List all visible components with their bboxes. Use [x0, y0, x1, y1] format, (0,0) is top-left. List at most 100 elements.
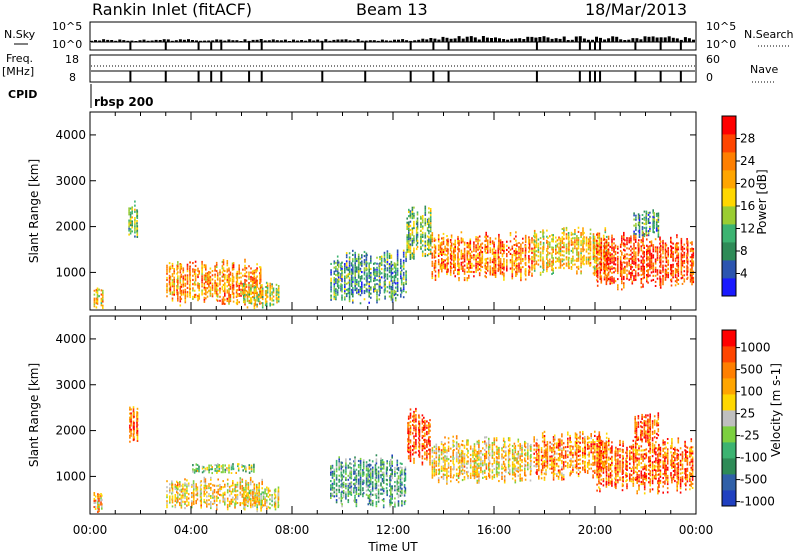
nsky-bar [643, 36, 647, 42]
scatter-cell [646, 255, 648, 258]
scatter-cell [129, 215, 132, 218]
scatter-cell [680, 256, 683, 259]
scatter-cell [580, 250, 582, 253]
scatter-cell [429, 208, 432, 210]
scatter-cell [386, 275, 389, 278]
scatter-cell [224, 302, 226, 305]
scatter-cell [352, 301, 354, 304]
scatter-cell [556, 257, 559, 260]
scatter-cell [238, 288, 240, 291]
scatter-cell [354, 262, 356, 265]
scatter-cell [691, 262, 693, 265]
scatter-cell [634, 278, 637, 281]
scatter-cell [692, 248, 695, 251]
scatter-cell [647, 273, 649, 276]
scatter-cell [214, 273, 216, 276]
scatter-cell [269, 286, 271, 289]
scatter-cell [166, 504, 168, 507]
scatter-cell [539, 257, 542, 260]
scatter-cell [348, 268, 351, 271]
scatter-cell [574, 239, 576, 242]
scatter-cell [572, 263, 574, 266]
scatter-cell [411, 227, 414, 230]
scatter-cell [524, 261, 527, 264]
scatter-cell [477, 248, 479, 251]
scatter-cell [340, 269, 342, 271]
scatter-cell [254, 303, 257, 306]
scatter-cell [498, 262, 500, 265]
scatter-cell [599, 248, 602, 251]
scatter-cell [129, 418, 131, 421]
scatter-cell [593, 246, 596, 249]
scatter-cell [180, 490, 183, 493]
scatter-cell [220, 488, 223, 491]
scatter-cell [361, 277, 363, 280]
scatter-cell [598, 266, 601, 269]
scatter-cell [434, 239, 437, 242]
scatter-cell [481, 259, 484, 262]
scatter-cell [370, 288, 372, 291]
scatter-cell [206, 272, 209, 275]
scatter-cell [271, 496, 273, 499]
scatter-cell [478, 251, 481, 254]
scatter-cell [638, 239, 640, 242]
scatter-cell [647, 281, 649, 284]
scatter-cell [337, 274, 340, 277]
scatter-cell [166, 502, 168, 505]
scatter-cell [337, 263, 340, 266]
scatter-cell [413, 227, 415, 230]
scatter-cell [478, 262, 481, 264]
scatter-cell [361, 256, 363, 259]
scatter-cell [493, 243, 495, 246]
scatter-cell [631, 251, 634, 254]
scatter-cell [402, 263, 405, 266]
scatter-cell [623, 231, 625, 234]
scatter-cell [210, 476, 212, 479]
scatter-cell [559, 241, 562, 244]
scatter-cell [356, 287, 358, 290]
scatter-cell [603, 255, 606, 258]
scatter-cell [180, 297, 183, 300]
scatter-cell [130, 432, 132, 435]
scatter-cell [348, 289, 351, 292]
scatter-cell [373, 271, 375, 274]
scatter-cell [254, 498, 256, 501]
scatter-cell [228, 490, 231, 493]
scatter-cell [177, 287, 179, 290]
scatter-cell [344, 263, 346, 266]
scatter-cell [561, 236, 564, 239]
scatter-cell [513, 260, 516, 263]
scatter-cell [643, 270, 645, 273]
scatter-cell [689, 280, 692, 283]
scatter-cell [683, 278, 686, 281]
scatter-cell [230, 492, 233, 495]
scatter-cell [359, 261, 362, 264]
scatter-cell [655, 221, 658, 224]
scatter-cell [613, 277, 615, 280]
scatter-cell [370, 278, 372, 281]
scatter-cell [558, 242, 560, 245]
scatter-cell [659, 244, 662, 247]
scatter-cell [638, 225, 641, 228]
scatter-cell [236, 489, 239, 492]
scatter-cell [171, 299, 174, 302]
scatter-cell [653, 226, 655, 229]
scatter-cell [224, 286, 226, 289]
nsky-bar [675, 38, 679, 42]
scatter-cell [582, 237, 584, 240]
scatter-cell [102, 294, 104, 297]
scatter-cell [593, 242, 596, 245]
scatter-cell [664, 250, 667, 253]
scatter-cell [626, 243, 628, 246]
scatter-cell [277, 486, 280, 489]
scatter-cell [331, 488, 334, 491]
scatter-cell [253, 465, 255, 469]
scatter-cell [133, 426, 135, 429]
scatter-cell [216, 299, 219, 302]
scatter-cell [348, 256, 351, 259]
scatter-cell [611, 245, 613, 248]
scatter-cell [499, 272, 502, 275]
scatter-cell [551, 256, 553, 259]
scatter-cell [650, 252, 653, 255]
scatter-cell [253, 271, 256, 274]
